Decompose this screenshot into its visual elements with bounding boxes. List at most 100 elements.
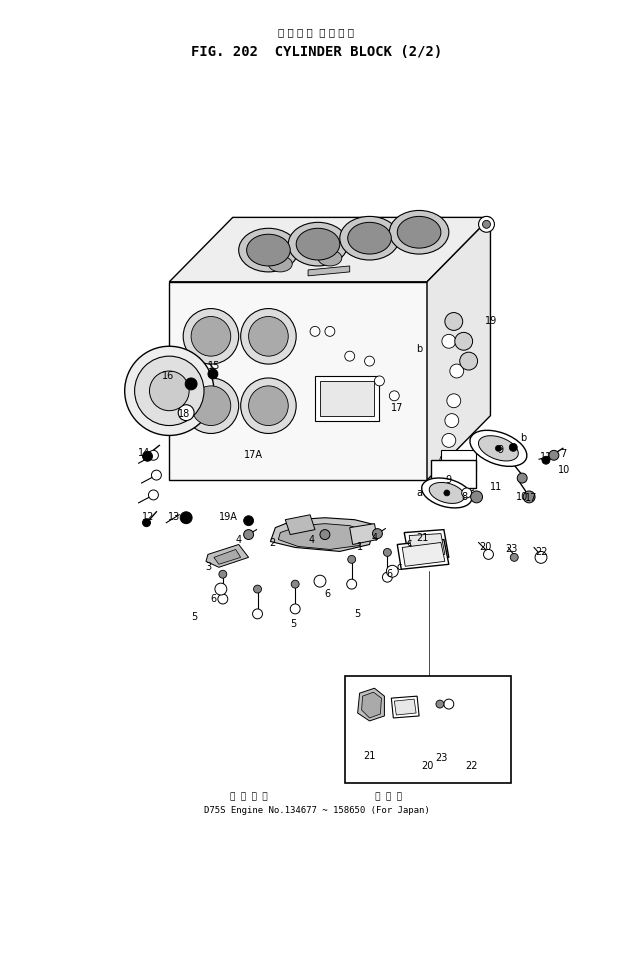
Polygon shape [169, 282, 427, 480]
Text: 2: 2 [269, 537, 275, 548]
Circle shape [142, 519, 151, 526]
Circle shape [510, 444, 517, 451]
Circle shape [345, 351, 354, 361]
Polygon shape [285, 515, 315, 534]
Polygon shape [349, 523, 377, 545]
Text: c: c [406, 537, 412, 548]
Ellipse shape [296, 229, 340, 260]
Circle shape [470, 491, 482, 503]
Circle shape [384, 549, 391, 557]
Circle shape [549, 450, 559, 460]
Circle shape [348, 556, 356, 563]
Polygon shape [169, 217, 491, 282]
Ellipse shape [422, 478, 472, 508]
Ellipse shape [389, 210, 449, 254]
Text: 1: 1 [356, 543, 363, 553]
Text: 3: 3 [205, 562, 211, 572]
Circle shape [445, 414, 459, 427]
Circle shape [249, 316, 288, 356]
Circle shape [386, 565, 398, 577]
Circle shape [185, 378, 197, 390]
Circle shape [372, 528, 382, 538]
Circle shape [461, 488, 472, 498]
Text: 13: 13 [168, 512, 180, 522]
Ellipse shape [318, 250, 342, 266]
Text: 17A: 17A [244, 450, 263, 460]
Circle shape [450, 364, 464, 378]
Text: D75S Engine No.134677 ~ 158650 (For Japan): D75S Engine No.134677 ~ 158650 (For Japa… [204, 806, 429, 814]
Circle shape [436, 701, 444, 708]
Circle shape [454, 333, 473, 350]
Circle shape [241, 308, 296, 364]
Text: 21: 21 [416, 532, 429, 543]
Polygon shape [361, 692, 382, 718]
Text: 6: 6 [325, 589, 331, 599]
Bar [431, 460, 475, 488]
Text: 6: 6 [386, 569, 392, 579]
Circle shape [310, 326, 320, 337]
Text: 14: 14 [139, 449, 151, 458]
Text: 5: 5 [290, 619, 296, 629]
Circle shape [244, 516, 254, 525]
Polygon shape [279, 523, 365, 550]
Circle shape [375, 376, 384, 386]
Text: b: b [416, 344, 422, 354]
Circle shape [482, 220, 491, 229]
Circle shape [445, 312, 463, 331]
Circle shape [291, 580, 299, 588]
Circle shape [444, 700, 454, 709]
Circle shape [496, 446, 501, 451]
Circle shape [460, 352, 477, 370]
Text: 7: 7 [561, 450, 567, 459]
Circle shape [219, 570, 227, 578]
Text: b: b [520, 433, 526, 444]
Text: 18: 18 [178, 409, 191, 418]
Text: 8: 8 [461, 492, 468, 502]
Circle shape [183, 378, 239, 433]
Polygon shape [409, 533, 445, 557]
Text: 12: 12 [142, 512, 154, 522]
Text: 5: 5 [354, 609, 361, 619]
Circle shape [191, 316, 231, 356]
Text: 4: 4 [372, 532, 377, 543]
Circle shape [365, 356, 375, 366]
Polygon shape [402, 543, 445, 566]
Circle shape [442, 335, 456, 348]
Text: 9: 9 [498, 446, 503, 455]
Bar [315, 376, 379, 420]
Text: 20: 20 [479, 543, 492, 553]
Circle shape [442, 433, 456, 448]
Circle shape [125, 346, 214, 436]
Circle shape [291, 604, 300, 614]
Text: 6: 6 [211, 594, 217, 604]
Polygon shape [394, 700, 416, 715]
Circle shape [142, 451, 153, 461]
Circle shape [517, 473, 527, 483]
Text: シ リ ン ダ  ブ ロ ッ ク: シ リ ン ダ ブ ロ ッ ク [279, 27, 354, 37]
Ellipse shape [340, 216, 399, 260]
Text: 4: 4 [235, 534, 242, 545]
Circle shape [484, 550, 494, 559]
Ellipse shape [288, 223, 348, 266]
Text: FIG. 202  CYLINDER BLOCK (2/2): FIG. 202 CYLINDER BLOCK (2/2) [191, 45, 442, 58]
Text: 10: 10 [558, 465, 570, 475]
Polygon shape [214, 550, 241, 564]
Bar [320, 381, 375, 415]
Polygon shape [358, 688, 384, 721]
Bar [345, 676, 511, 783]
Text: 20: 20 [421, 761, 433, 771]
Circle shape [208, 369, 218, 378]
Circle shape [241, 378, 296, 433]
Text: 21: 21 [363, 750, 376, 761]
Polygon shape [404, 529, 449, 559]
Circle shape [191, 386, 231, 425]
Circle shape [254, 585, 261, 594]
Text: 5: 5 [191, 612, 197, 622]
Text: 22: 22 [535, 548, 548, 558]
Polygon shape [427, 217, 491, 480]
Circle shape [479, 216, 494, 233]
Text: 適 用 号 機                    国 内 用: 適 用 号 機 国 内 用 [230, 793, 403, 802]
Text: 15: 15 [208, 361, 220, 371]
Text: 19: 19 [486, 316, 498, 327]
Ellipse shape [247, 234, 291, 266]
